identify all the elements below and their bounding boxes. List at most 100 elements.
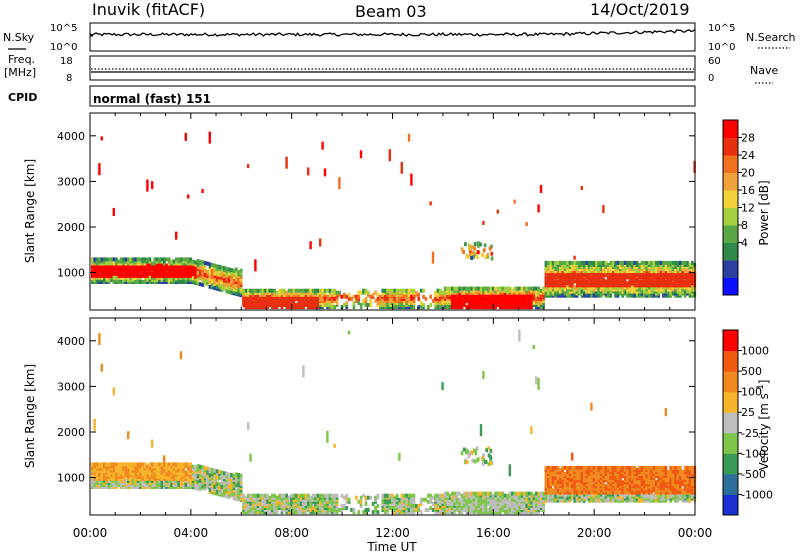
echo-cell: [501, 303, 505, 307]
echo-cell: [469, 245, 473, 249]
echo-cell: [191, 272, 195, 277]
echo-cell: [117, 271, 121, 276]
echo-cell: [503, 296, 507, 301]
echo-cell: [223, 483, 226, 488]
echo-cell: [479, 296, 483, 301]
echo-cell: [287, 296, 291, 301]
echo-cell: [633, 289, 637, 294]
echo-cell: [410, 305, 413, 310]
echo-cell: [590, 289, 593, 294]
echo-cell: [302, 501, 305, 506]
echo-cell: [595, 478, 598, 483]
echo-cell: [561, 494, 565, 499]
echo-cell: [100, 278, 104, 282]
echo-cell: [225, 283, 229, 288]
echo-cell: [388, 305, 392, 310]
echo-cell: [271, 493, 274, 498]
echo-cell: [532, 296, 536, 301]
echo-cell: [484, 491, 488, 496]
echo-cell: [463, 501, 466, 506]
echo-cell: [578, 289, 581, 294]
echo-cell: [453, 493, 457, 498]
echo-cell: [314, 493, 317, 498]
echo-cell: [434, 290, 437, 295]
echo-cell: [177, 267, 181, 272]
echo-cell: [405, 493, 409, 498]
echo-cell: [407, 296, 411, 301]
echo-cell: [323, 506, 327, 510]
echo-cell: [107, 267, 111, 272]
echo-cell: [580, 494, 584, 499]
echo-cell: [383, 493, 387, 498]
echo-cell: [580, 289, 584, 294]
echo-cell: [302, 510, 305, 515]
echo-cell: [237, 481, 241, 486]
echo-cell: [676, 293, 680, 298]
echo-cell: [297, 288, 301, 293]
echo-cell: [155, 464, 159, 469]
echo-cell: [626, 285, 629, 290]
echo-cell: [100, 265, 104, 270]
echo-cell: [463, 493, 466, 498]
echo-cell: [635, 269, 639, 274]
echo-cell: [299, 493, 303, 498]
echo-cell: [676, 260, 680, 265]
echo-cell: [194, 270, 197, 275]
echo-cell: [359, 305, 363, 310]
echo-cell: [362, 301, 365, 305]
echo-cell: [554, 260, 557, 265]
echo-cell: [470, 491, 473, 496]
echo-cell: [153, 257, 157, 262]
echo-cell: [441, 497, 445, 502]
echo-cell: [568, 498, 572, 503]
echo-cell: [607, 486, 610, 491]
echo-cell: [626, 465, 629, 470]
echo-cell: [559, 498, 562, 503]
echo-cell: [143, 476, 147, 481]
echo-cell: [611, 273, 615, 278]
echo-cell: [676, 289, 680, 294]
echo-cell: [525, 497, 529, 502]
echo-cell: [592, 277, 596, 282]
echo-cell: [299, 506, 303, 510]
echo-cell: [328, 493, 332, 498]
echo-cell: [551, 277, 555, 282]
echo-cell: [547, 289, 550, 294]
echo-cell: [542, 296, 545, 301]
echo-cell: [98, 267, 101, 272]
echo-cell: [559, 277, 562, 282]
echo-cell: [256, 506, 260, 510]
echo-cell: [215, 489, 219, 494]
echo-cell: [547, 260, 550, 265]
echo-cell: [647, 260, 651, 265]
echo-cell: [311, 305, 315, 310]
echo-cell: [153, 261, 157, 266]
echo-cell: [244, 501, 248, 506]
echo-cell: [283, 292, 286, 297]
echo-cell: [388, 298, 392, 303]
echo-cell: [571, 470, 574, 474]
echo-cell: [251, 510, 255, 515]
echo-cell: [179, 257, 183, 262]
echo-cell: [604, 281, 608, 286]
echo-cell: [633, 260, 637, 265]
echo-cell: [316, 288, 320, 293]
echo-cell: [160, 464, 164, 469]
echo-cell: [566, 293, 569, 298]
echo-cell: [295, 288, 298, 293]
echo-cell: [201, 189, 204, 193]
echo-cell: [175, 476, 178, 481]
echo-cell: [503, 288, 507, 293]
echo-cell: [247, 421, 250, 430]
echo-cell: [223, 479, 226, 484]
echo-cell: [93, 273, 97, 278]
echo-cell: [455, 497, 459, 502]
echo-cell: [201, 475, 205, 480]
echo-cell: [681, 281, 685, 286]
echo-cell: [609, 269, 613, 274]
echo-cell: [458, 491, 461, 496]
echo-cell: [182, 478, 185, 483]
echo-cell: [482, 508, 485, 512]
echo-cell: [213, 275, 217, 280]
echo-cell: [235, 497, 238, 501]
